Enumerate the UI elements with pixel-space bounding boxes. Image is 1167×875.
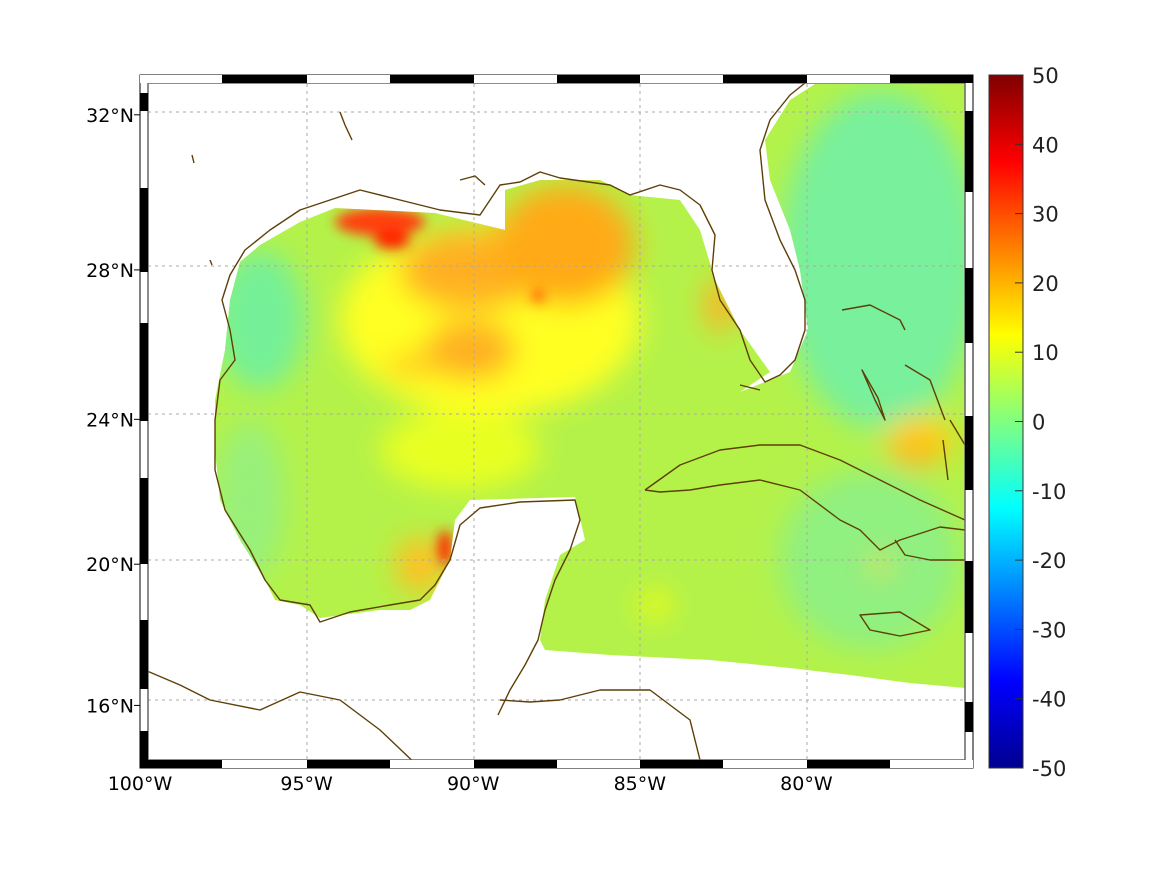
longitude-labels: 100°W 95°W 90°W 85°W 80°W — [108, 773, 833, 795]
colorbar-tick-label: 50 — [1032, 64, 1059, 88]
frame-segment — [390, 75, 474, 83]
colorbar-tick-label: 40 — [1032, 133, 1059, 157]
frame-segment — [307, 760, 390, 768]
latitude-label: 28°N — [86, 260, 134, 282]
frame-segment — [965, 702, 973, 732]
frame-segment — [307, 75, 390, 83]
coastlines — [139, 74, 966, 769]
colorbar-tick-label: -10 — [1032, 480, 1066, 504]
anomaly-field — [215, 84, 965, 688]
frame-segment — [140, 93, 148, 111]
latitude-label: 32°N — [86, 105, 134, 127]
frame-segment — [965, 111, 973, 192]
colorbar-tick-label: 10 — [1032, 341, 1059, 365]
frame-segment — [557, 75, 640, 83]
frame-segment — [890, 75, 973, 83]
frame-segment — [723, 75, 807, 83]
frame-segment — [965, 268, 973, 343]
frame-segment — [140, 620, 148, 689]
frame-segment — [807, 75, 890, 83]
frame-segment — [890, 760, 973, 768]
colorbar-tick-label: 30 — [1032, 203, 1059, 227]
longitude-label: 80°W — [780, 773, 833, 795]
central-america-coastline — [139, 667, 421, 769]
frame-segment — [965, 416, 973, 490]
jamaica-coastline — [859, 611, 931, 637]
frame-segment — [222, 75, 307, 83]
longitude-label: 90°W — [447, 773, 500, 795]
colorbar-tick-label: -30 — [1032, 618, 1066, 642]
frame-segment — [474, 75, 557, 83]
island-coastlines — [191, 111, 761, 391]
colorbar-tick-label: -20 — [1032, 549, 1066, 573]
frame-segment — [140, 760, 222, 768]
frame-segment — [965, 561, 973, 633]
frame-segment — [140, 731, 148, 768]
longitude-label: 85°W — [614, 773, 667, 795]
hispaniola-coastline — [894, 539, 965, 561]
latitude-label: 20°N — [86, 554, 134, 576]
frame-segment — [474, 760, 557, 768]
colorbar-tick-label: -50 — [1032, 757, 1066, 781]
latitude-label: 16°N — [86, 695, 134, 717]
colorbar-tick-label: 20 — [1032, 272, 1059, 296]
colorbar-tick-label: 0 — [1032, 411, 1045, 435]
map-frame — [139, 74, 974, 769]
latitude-label: 24°N — [86, 409, 134, 431]
frame-segment — [640, 760, 723, 768]
frame-segment — [140, 323, 148, 421]
frame-segment — [390, 760, 474, 768]
bahamas-coastline — [841, 304, 966, 481]
frame-segment — [723, 760, 807, 768]
frame-segment — [140, 478, 148, 564]
cuba-coastline — [644, 444, 966, 551]
colorbar-tick-label: -40 — [1032, 688, 1066, 712]
longitude-label: 95°W — [280, 773, 333, 795]
frame-segment — [557, 760, 640, 768]
frame-segment — [140, 75, 222, 83]
frame-segment — [222, 760, 307, 768]
longitude-label: 100°W — [108, 773, 173, 795]
frame-segment — [140, 188, 148, 272]
honduras-coastline — [499, 689, 701, 761]
frame-segment — [640, 75, 723, 83]
gulf-coastline — [214, 74, 816, 716]
latitude-labels: 32°N 28°N 24°N 20°N 16°N — [86, 105, 140, 717]
frame-segment — [807, 760, 890, 768]
colorbar: 50 40 30 20 10 0 -10 -20 -30 -40 -50 — [988, 64, 1066, 781]
